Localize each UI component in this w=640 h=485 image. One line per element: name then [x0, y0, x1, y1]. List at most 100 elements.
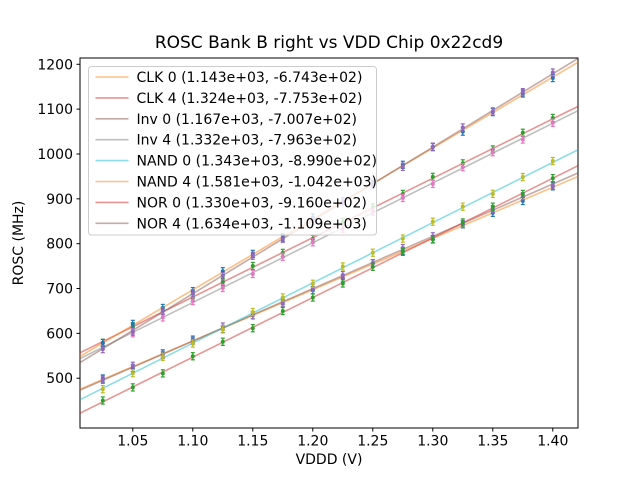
data-point — [250, 310, 255, 315]
data-point — [160, 371, 165, 376]
data-point — [340, 273, 345, 278]
data-point — [550, 70, 555, 75]
legend-label: NAND 0 (1.343e+03, -8.990e+02) — [137, 154, 377, 170]
y-tick-label: 500 — [46, 371, 73, 387]
data-point — [340, 281, 345, 286]
data-point — [550, 183, 555, 188]
data-point — [400, 249, 405, 254]
data-point — [460, 204, 465, 209]
y-axis-label: ROSC (MHz) — [11, 201, 27, 286]
x-tick-label: 1.25 — [357, 434, 388, 450]
y-tick-label: 800 — [46, 237, 73, 253]
data-point — [310, 240, 315, 245]
data-point — [220, 339, 225, 344]
y-tick-label: 1000 — [37, 147, 73, 163]
data-point — [370, 250, 375, 255]
x-tick-label: 1.30 — [417, 434, 448, 450]
legend-label: CLK 4 (1.324e+03, -7.753e+02) — [137, 91, 363, 107]
data-point — [490, 150, 495, 155]
data-point — [130, 371, 135, 376]
data-point — [220, 280, 225, 285]
data-point — [160, 315, 165, 320]
data-point — [280, 301, 285, 306]
data-point — [490, 204, 495, 209]
data-point — [520, 175, 525, 180]
y-tick-label: 600 — [46, 326, 73, 342]
data-point — [280, 309, 285, 314]
data-point — [250, 253, 255, 258]
data-point — [490, 191, 495, 196]
data-point — [100, 347, 105, 352]
x-axis-label: VDDD (V) — [296, 452, 363, 468]
data-point — [340, 264, 345, 269]
data-point — [280, 254, 285, 259]
data-point — [430, 219, 435, 224]
data-point — [100, 398, 105, 403]
data-point — [430, 174, 435, 179]
data-point — [400, 236, 405, 241]
data-point — [430, 181, 435, 186]
data-point — [190, 299, 195, 304]
legend-label: Inv 0 (1.167e+03, -7.007e+02) — [137, 112, 357, 128]
data-point — [460, 125, 465, 130]
data-point — [430, 144, 435, 149]
data-point — [550, 176, 555, 181]
data-point — [490, 109, 495, 114]
data-point — [100, 341, 105, 346]
data-point — [280, 236, 285, 241]
data-point — [250, 271, 255, 276]
x-tick-label: 1.40 — [537, 434, 568, 450]
x-tick-label: 1.35 — [477, 434, 508, 450]
data-point — [400, 164, 405, 169]
legend-label: NAND 4 (1.581e+03, -1.042e+03) — [137, 175, 377, 191]
data-point — [100, 387, 105, 392]
legend-label: Inv 4 (1.332e+03, -7.963e+02) — [137, 133, 357, 149]
x-tick-label: 1.15 — [237, 434, 268, 450]
data-point — [310, 295, 315, 300]
legend: CLK 0 (1.143e+03, -6.743e+02) CLK 4 (1.32… — [88, 66, 377, 236]
data-point — [130, 385, 135, 390]
data-point — [220, 285, 225, 290]
x-tick-label: 1.05 — [117, 434, 148, 450]
data-point — [520, 137, 525, 142]
data-point — [190, 354, 195, 359]
legend-label: NOR 0 (1.330e+03, -9.160e+02) — [137, 195, 367, 211]
data-point — [370, 264, 375, 269]
data-point — [310, 281, 315, 286]
y-tick-label: 700 — [46, 282, 73, 298]
data-point — [160, 354, 165, 359]
data-point — [550, 159, 555, 164]
data-point — [100, 377, 105, 382]
data-point — [460, 165, 465, 170]
data-point — [520, 130, 525, 135]
data-point — [550, 76, 555, 81]
data-point — [130, 321, 135, 326]
data-point — [400, 195, 405, 200]
data-point — [220, 274, 225, 279]
legend-label: NOR 4 (1.634e+03, -1.109e+03) — [137, 216, 367, 232]
legend-label: CLK 0 (1.143e+03, -6.743e+02) — [137, 70, 363, 86]
data-point — [520, 191, 525, 196]
data-point — [460, 220, 465, 225]
data-point — [250, 326, 255, 331]
data-point — [130, 329, 135, 334]
chart-title: ROSC Bank B right vs VDD Chip 0x22cd9 — [155, 33, 503, 53]
y-tick-label: 1200 — [37, 57, 73, 73]
data-point — [160, 309, 165, 314]
legend-box — [88, 66, 377, 236]
x-tick-label: 1.10 — [177, 434, 208, 450]
data-point — [250, 263, 255, 268]
y-tick-label: 1100 — [37, 102, 73, 118]
data-point — [430, 237, 435, 242]
x-tick-label: 1.20 — [297, 434, 328, 450]
data-point — [190, 341, 195, 346]
data-point — [550, 120, 555, 125]
data-point — [280, 295, 285, 300]
data-point — [130, 363, 135, 368]
y-tick-label: 900 — [46, 192, 73, 208]
data-point — [520, 90, 525, 95]
data-point — [190, 291, 195, 296]
data-point — [220, 327, 225, 332]
